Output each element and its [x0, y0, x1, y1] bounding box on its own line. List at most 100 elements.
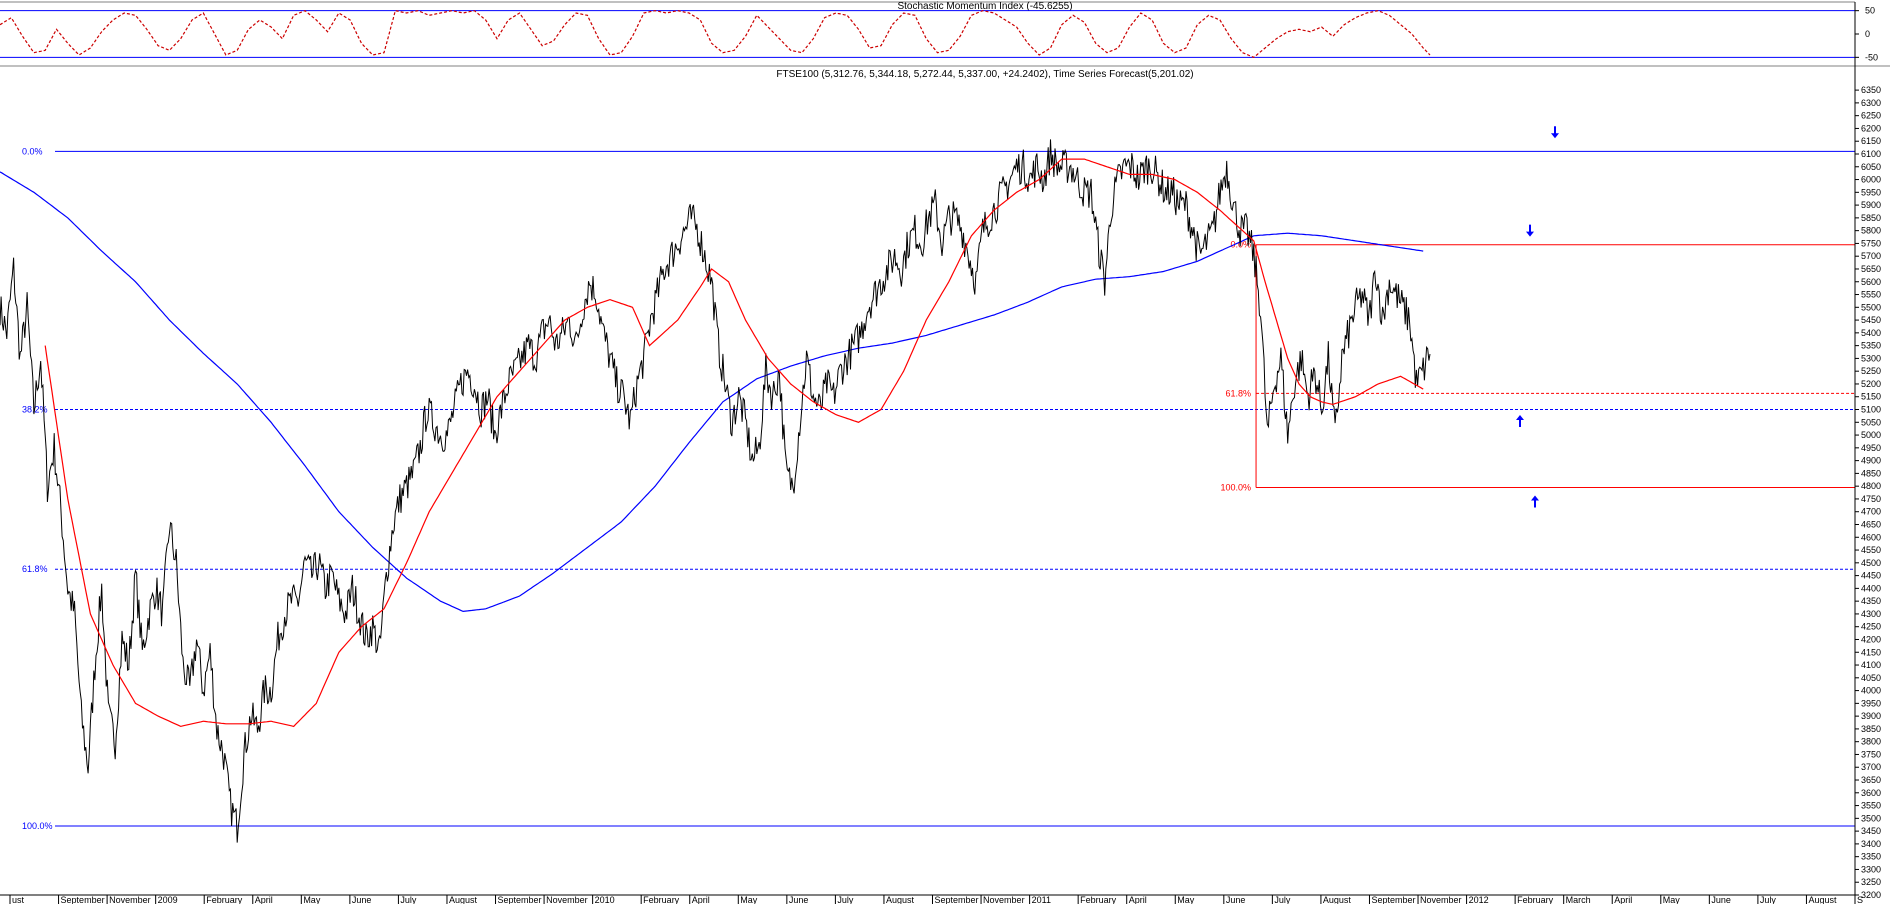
y-tick-label: 3400	[1861, 839, 1881, 849]
y-tick-label: 5500	[1861, 302, 1881, 312]
x-tick-label: July	[400, 895, 417, 904]
ma200-line	[0, 171, 1424, 613]
y-axis: 3200 3250 3300 3350 3400 3450 3500 3550 3600 3650…	[1855, 85, 1881, 900]
y-tick-label: 5700	[1861, 251, 1881, 261]
y-tick-label: 3850	[1861, 724, 1881, 734]
x-tick-label: March	[1566, 895, 1591, 904]
x-tick-label: February	[1517, 895, 1554, 904]
y-tick-label: 3300	[1861, 864, 1881, 874]
indicator-bands	[0, 10, 1855, 58]
x-tick-label: August	[1323, 895, 1352, 904]
y-tick-label: 6150	[1861, 136, 1881, 146]
y-tick-label: 3600	[1861, 788, 1881, 798]
x-tick-label: May	[1663, 895, 1681, 904]
x-tick-label: September	[498, 895, 542, 904]
x-tick-label: August	[1808, 895, 1837, 904]
y-tick-label: 3900	[1861, 711, 1881, 721]
y-tick-label: 5200	[1861, 379, 1881, 389]
y-tick-label: 4500	[1861, 558, 1881, 568]
y-tick-label: 4850	[1861, 468, 1881, 478]
y-tick-label: 6050	[1861, 162, 1881, 172]
main-title: FTSE100 (5,312.76, 5,344.18, 5,272.44, 5…	[776, 69, 1193, 80]
y-tick-label: 3650	[1861, 775, 1881, 785]
x-tick-label: S	[1857, 895, 1863, 904]
y-tick-label: 5100	[1861, 405, 1881, 415]
x-tick-label: June	[789, 895, 809, 904]
moving-average-line	[44, 158, 1424, 728]
y-tick-label: 4100	[1861, 660, 1881, 670]
y-tick-label: 3250	[1861, 877, 1881, 887]
y-tick-label: 5300	[1861, 353, 1881, 363]
y-tick-label: 4300	[1861, 609, 1881, 619]
y-tick-label: 5350	[1861, 341, 1881, 351]
y-tick-label: 4650	[1861, 519, 1881, 529]
x-tick-label: February	[1080, 895, 1117, 904]
arrow-head	[1526, 231, 1534, 237]
fib-short-label-0: 0.0%	[1231, 240, 1252, 250]
x-tick-label: ust	[12, 895, 25, 904]
y-tick-label: 4700	[1861, 507, 1881, 517]
x-tick-label: November	[1420, 895, 1462, 904]
x-tick-label: February	[206, 895, 243, 904]
arrow-head	[1531, 495, 1539, 501]
y-tick-label: 4150	[1861, 647, 1881, 657]
y-tick-label: 3700	[1861, 762, 1881, 772]
y-tick-label: 6100	[1861, 149, 1881, 159]
y-tick-label: 3350	[1861, 852, 1881, 862]
y-tick-label: 3750	[1861, 749, 1881, 759]
x-tick-label: 2012	[1469, 895, 1489, 904]
fib-short-label-1: 61.8%	[1226, 388, 1252, 398]
y-tick-label: 3800	[1861, 737, 1881, 747]
fib-long-label-3: 100.0%	[22, 821, 53, 831]
arrow-head	[1551, 133, 1559, 139]
arrow-up-icon	[1531, 495, 1539, 508]
fibonacci-levels: 0.0%38.2%61.8%100.0%0.0%61.8%100.0%	[22, 146, 1855, 831]
x-tick-label: August	[449, 895, 478, 904]
x-tick-label: May	[303, 895, 321, 904]
x-tick-label: July	[1760, 895, 1777, 904]
x-tick-label: September	[1371, 895, 1415, 904]
indicator-tick-label: -50	[1865, 52, 1878, 62]
arrow-down-icon	[1526, 224, 1534, 237]
x-tick-label: June	[1226, 895, 1246, 904]
y-tick-label: 4350	[1861, 596, 1881, 606]
x-tick-label: July	[837, 895, 854, 904]
y-tick-label: 5450	[1861, 315, 1881, 325]
y-tick-label: 6200	[1861, 123, 1881, 133]
y-tick-label: 6000	[1861, 175, 1881, 185]
y-tick-label: 5550	[1861, 290, 1881, 300]
x-tick-label: September	[61, 895, 105, 904]
y-tick-label: 3500	[1861, 813, 1881, 823]
indicator-axis: 50 0 -50	[1855, 6, 1878, 62]
y-tick-label: 6350	[1861, 85, 1881, 95]
x-tick-label: July	[1274, 895, 1291, 904]
smi-line	[0, 10, 1431, 58]
y-tick-label: 5650	[1861, 264, 1881, 274]
y-tick-label: 6300	[1861, 98, 1881, 108]
arrow-down-icon	[1551, 126, 1559, 139]
y-tick-label: 4900	[1861, 456, 1881, 466]
y-tick-label: 5250	[1861, 366, 1881, 376]
x-axis: ust September November 2009 February April May…	[9, 895, 1863, 905]
y-tick-label: 5150	[1861, 392, 1881, 402]
fib-long-label-2: 61.8%	[22, 564, 48, 574]
x-tick-label: September	[935, 895, 979, 904]
x-tick-label: November	[546, 895, 588, 904]
indicator-tick-label: 0	[1865, 29, 1870, 39]
y-tick-label: 3200	[1861, 890, 1881, 900]
x-tick-label: April	[255, 895, 273, 904]
y-tick-label: 4950	[1861, 443, 1881, 453]
indicator-tick-label: 50	[1865, 6, 1875, 16]
y-tick-label: 5400	[1861, 328, 1881, 338]
x-tick-label: April	[1614, 895, 1632, 904]
y-tick-label: 5850	[1861, 213, 1881, 223]
y-tick-label: 4600	[1861, 532, 1881, 542]
x-tick-label: 2011	[1032, 895, 1051, 904]
y-tick-label: 5900	[1861, 200, 1881, 210]
price-series	[0, 139, 1431, 843]
arrow-up-icon	[1516, 415, 1524, 428]
x-tick-label: April	[692, 895, 710, 904]
